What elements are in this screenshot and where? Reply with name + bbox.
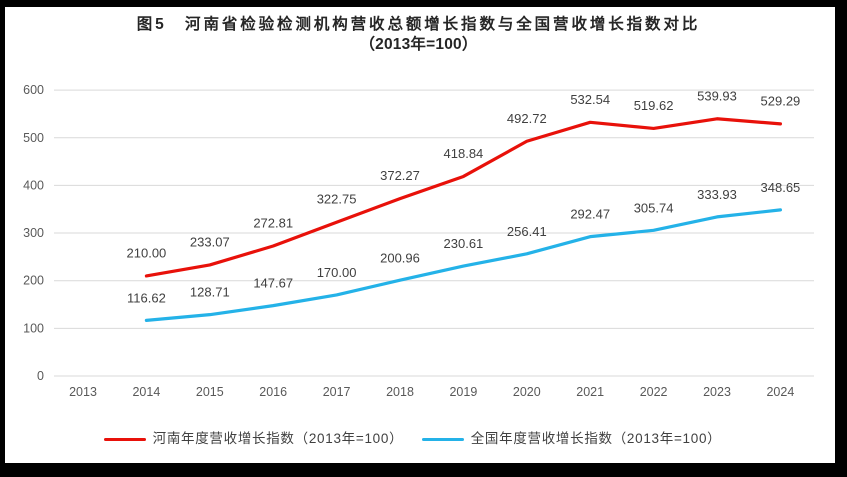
svg-text:256.41: 256.41 xyxy=(507,224,547,239)
svg-text:2018: 2018 xyxy=(386,385,414,399)
svg-text:292.47: 292.47 xyxy=(570,207,610,222)
svg-text:2020: 2020 xyxy=(513,385,541,399)
svg-text:128.71: 128.71 xyxy=(190,285,230,300)
svg-text:348.65: 348.65 xyxy=(761,180,801,195)
svg-text:2015: 2015 xyxy=(196,385,224,399)
svg-text:322.75: 322.75 xyxy=(317,192,357,207)
svg-text:170.00: 170.00 xyxy=(317,265,357,280)
svg-text:500: 500 xyxy=(23,131,44,145)
svg-text:305.74: 305.74 xyxy=(634,200,674,215)
svg-text:200: 200 xyxy=(23,274,44,288)
svg-text:2021: 2021 xyxy=(576,385,604,399)
svg-text:532.54: 532.54 xyxy=(570,92,610,107)
svg-text:2017: 2017 xyxy=(323,385,351,399)
svg-text:272.81: 272.81 xyxy=(253,216,293,231)
svg-text:418.84: 418.84 xyxy=(444,146,484,161)
svg-text:333.93: 333.93 xyxy=(697,187,737,202)
svg-text:2016: 2016 xyxy=(259,385,287,399)
svg-text:2023: 2023 xyxy=(703,385,731,399)
svg-text:200.96: 200.96 xyxy=(380,250,420,265)
svg-text:400: 400 xyxy=(23,178,44,192)
svg-text:147.67: 147.67 xyxy=(253,276,293,291)
svg-text:2013: 2013 xyxy=(69,385,97,399)
svg-text:116.62: 116.62 xyxy=(127,291,166,306)
svg-text:2019: 2019 xyxy=(449,385,477,399)
svg-text:372.27: 372.27 xyxy=(380,168,420,183)
svg-text:300: 300 xyxy=(23,226,44,240)
svg-text:539.93: 539.93 xyxy=(697,88,737,103)
svg-text:230.61: 230.61 xyxy=(444,236,484,251)
svg-text:0: 0 xyxy=(37,369,44,383)
svg-text:519.62: 519.62 xyxy=(634,98,674,113)
svg-text:492.72: 492.72 xyxy=(507,111,547,126)
svg-text:210.00: 210.00 xyxy=(127,245,167,260)
svg-text:233.07: 233.07 xyxy=(190,234,230,249)
svg-text:2024: 2024 xyxy=(766,385,794,399)
svg-text:100: 100 xyxy=(23,321,44,335)
svg-text:600: 600 xyxy=(23,83,44,97)
svg-text:2022: 2022 xyxy=(640,385,668,399)
svg-text:529.29: 529.29 xyxy=(761,93,801,108)
svg-text:2014: 2014 xyxy=(132,385,160,399)
